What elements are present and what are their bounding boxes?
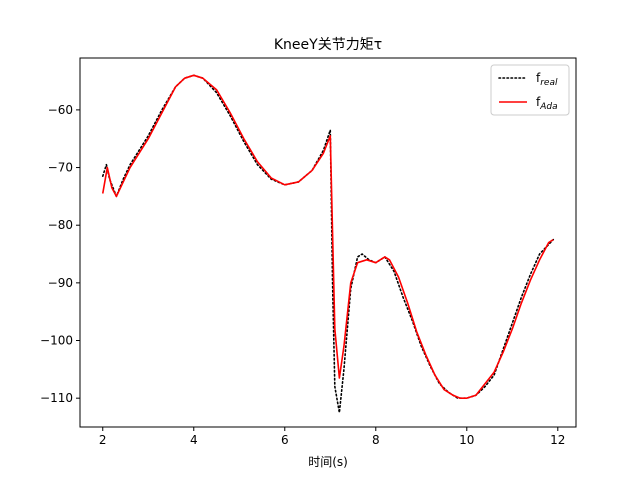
series-layer bbox=[101, 74, 555, 414]
x-tick-label: 8 bbox=[372, 433, 380, 447]
legend-label-main: f bbox=[536, 95, 541, 109]
chart-title: KneeY关节力矩τ bbox=[274, 37, 382, 53]
legend-label-subscript: real bbox=[540, 78, 558, 88]
x-axis: 2 4 6 8 10 12 bbox=[99, 427, 565, 447]
y-tick-label: −90 bbox=[48, 276, 73, 290]
series-line-ada bbox=[101, 74, 554, 399]
legend-label: fAda bbox=[536, 95, 558, 112]
legend-label-subscript: Ada bbox=[539, 102, 557, 112]
x-tick-label: 10 bbox=[459, 433, 474, 447]
legend-label-main: f bbox=[536, 71, 541, 85]
legend-label: freal bbox=[536, 71, 558, 88]
y-tick-label: −70 bbox=[48, 161, 73, 175]
plot-area bbox=[79, 57, 577, 428]
x-axis-label: 时间(s) bbox=[308, 455, 348, 469]
y-axis: −110 −100 −90 −80 −70 −60 bbox=[40, 103, 80, 405]
y-tick-label: −60 bbox=[48, 103, 73, 117]
x-tick-label: 2 bbox=[99, 433, 107, 447]
x-tick-label: 12 bbox=[550, 433, 565, 447]
plot-frame bbox=[79, 57, 577, 428]
series-line-real bbox=[101, 74, 555, 414]
x-tick-label: 4 bbox=[190, 433, 198, 447]
y-tick-label: −100 bbox=[40, 334, 73, 348]
x-tick-label: 6 bbox=[281, 433, 289, 447]
y-tick-label: −110 bbox=[40, 391, 73, 405]
y-tick-label: −80 bbox=[48, 218, 73, 232]
